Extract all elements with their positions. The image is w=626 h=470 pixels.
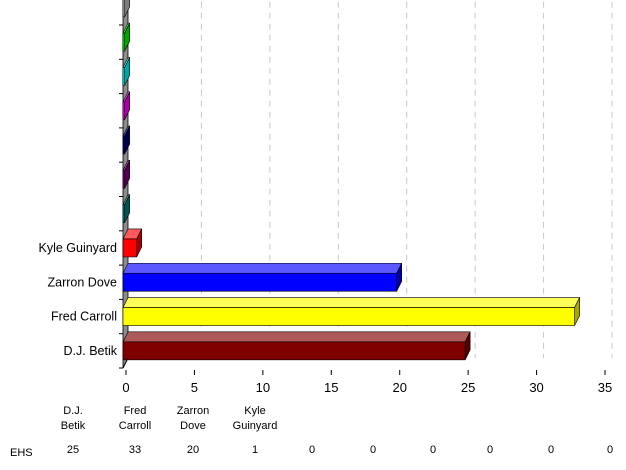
category-label: D.J. Betik	[64, 344, 118, 358]
table-cell: 33	[129, 444, 141, 456]
table-cell: 1	[252, 444, 258, 456]
bar-front-face	[122, 32, 125, 52]
bar-6	[122, 160, 131, 189]
data-table: D.J. Betik Fred Carroll Zarron Dove Kyle Guinya…	[10, 405, 613, 459]
bars	[122, 0, 581, 361]
category-label: Zarron Dove	[48, 275, 118, 289]
bar-4	[122, 228, 143, 258]
table-header: Dove	[180, 420, 206, 432]
bar-5	[122, 194, 131, 223]
bar-front-face	[122, 272, 398, 292]
bar-front-face	[122, 307, 575, 326]
bar-2	[122, 297, 581, 326]
table-header: Kyle	[244, 405, 265, 417]
bar-8	[122, 91, 131, 121]
table-cell: 20	[187, 444, 199, 456]
table-cell: 0	[309, 444, 315, 456]
x-tick-label: 30	[529, 380, 543, 395]
bar-front-face	[122, 238, 137, 258]
category-label: Fred Carroll	[51, 310, 117, 324]
bar-3	[122, 262, 403, 292]
table-header: Guinyard	[233, 420, 278, 432]
bar-front-face	[122, 0, 125, 18]
bar-7	[122, 125, 131, 155]
x-tick-label: 25	[461, 380, 475, 395]
bar-front-face	[122, 101, 125, 121]
bar-9	[122, 57, 131, 86]
table-header: Fred	[124, 405, 147, 417]
table-cell: 25	[67, 444, 79, 456]
table-cell: 0	[607, 444, 613, 456]
bar-11	[122, 0, 130, 18]
axis-corner	[122, 357, 129, 369]
table-header: Betik	[61, 420, 86, 432]
table-header: D.J.	[63, 405, 83, 417]
bar-top-face	[122, 297, 581, 308]
bar-front-face	[122, 67, 125, 86]
category-labels: D.J. Betik Fred Carroll Zarron Dove Kyle Gu…	[38, 24, 123, 369]
category-label: Kyle Guinyard	[38, 241, 117, 255]
bar-top-face	[122, 331, 471, 343]
table-cell: 0	[548, 444, 554, 456]
x-tick-label: 35	[598, 380, 612, 395]
bar-top-face	[122, 262, 403, 274]
bar-front-face	[122, 204, 125, 223]
x-tick-label: 5	[191, 380, 198, 395]
table-row-label: EHS	[10, 447, 33, 459]
x-tick-label: 10	[256, 380, 270, 395]
table-cell: 0	[430, 444, 436, 456]
bar-front-face	[122, 170, 125, 189]
bar-1	[122, 331, 471, 361]
table-cell: 0	[487, 444, 493, 456]
bar-front-face	[122, 135, 125, 155]
x-tick-label: 20	[392, 380, 406, 395]
table-header: Zarron	[177, 405, 209, 417]
x-axis: 0 5 10 15 20 25 30 35	[122, 357, 612, 395]
bar-front-face	[122, 341, 466, 361]
bar-10	[122, 22, 131, 52]
table-cell: 0	[370, 444, 376, 456]
x-tick-label: 0	[122, 380, 129, 395]
table-header: Carroll	[119, 420, 151, 432]
x-tick-label: 15	[324, 380, 338, 395]
